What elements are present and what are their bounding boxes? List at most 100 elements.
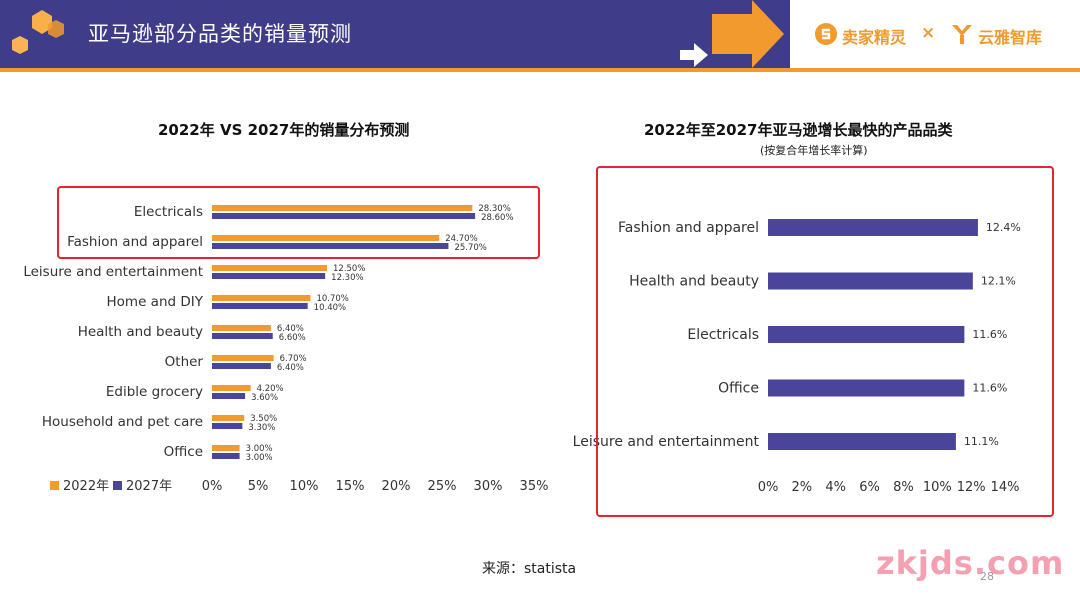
data-label-2022: 10.70% xyxy=(316,294,348,304)
data-label-2022: 4.20% xyxy=(257,384,284,394)
bar-2027 xyxy=(212,393,246,399)
legend-label-2027: 2027年 xyxy=(126,479,172,494)
data-label-2027: 12.30% xyxy=(331,273,363,283)
bar-2027 xyxy=(212,243,449,249)
category-label: Health and beauty xyxy=(78,324,203,340)
data-label-2027: 28.60% xyxy=(481,213,513,223)
data-label-2027: 10.40% xyxy=(314,303,346,313)
bar-2022 xyxy=(212,205,473,211)
arrow-right-icon xyxy=(712,0,784,68)
x-tick-label: 30% xyxy=(474,479,503,494)
bar-cagr xyxy=(768,326,965,343)
watermark: zkjds.com xyxy=(876,544,1065,582)
bar-2022 xyxy=(212,325,271,331)
data-label-2022: 6.40% xyxy=(277,324,304,334)
category-label: Leisure and entertainment xyxy=(23,264,203,280)
x-tick-label: 12% xyxy=(957,480,986,495)
hexagon-logo-icon xyxy=(12,10,64,54)
bar-2022 xyxy=(212,445,240,451)
bar-2027 xyxy=(212,363,271,369)
header-accent-line xyxy=(0,68,1080,72)
data-label-2022: 3.00% xyxy=(246,444,273,454)
data-label: 11.1% xyxy=(964,435,999,448)
data-label-2022: 12.50% xyxy=(333,264,365,274)
source-note: 来源：statista xyxy=(482,561,577,577)
legend-swatch-2027 xyxy=(113,481,122,490)
highlight-box-left xyxy=(57,186,540,259)
data-label: 12.1% xyxy=(981,275,1016,288)
x-tick-label: 14% xyxy=(991,480,1020,495)
category-label: Fashion and apparel xyxy=(618,220,759,236)
x-tick-label: 15% xyxy=(336,479,365,494)
data-label: 12.4% xyxy=(986,221,1021,234)
yunya-logo-icon xyxy=(952,25,972,44)
bar-cagr xyxy=(768,219,978,236)
data-label-2022: 6.70% xyxy=(280,354,307,364)
bar-2022 xyxy=(212,355,274,361)
x-tick-label: 2% xyxy=(792,480,813,495)
highlight-box-right xyxy=(596,166,1054,517)
data-label: 11.6% xyxy=(972,382,1007,395)
x-tick-label: 5% xyxy=(248,479,269,494)
right-chart-subtitle: (按复合年增长率计算) xyxy=(760,144,868,157)
category-label: Home and DIY xyxy=(107,294,204,310)
page-number: 28 xyxy=(980,570,994,583)
x-tick-label: 0% xyxy=(758,480,779,495)
bar-2022 xyxy=(212,235,440,241)
category-label: Edible grocery xyxy=(106,384,203,400)
data-label-2022: 24.70% xyxy=(445,234,477,244)
slide-header: 亚马逊部分品类的销量预测 卖家精灵 × 云雅智库 xyxy=(0,0,1080,72)
bar-2022 xyxy=(212,385,251,391)
bar-2027 xyxy=(212,453,240,459)
data-label-2022: 3.50% xyxy=(250,414,277,424)
brand-separator: × xyxy=(921,23,936,43)
bar-2027 xyxy=(212,303,308,309)
category-label: Fashion and apparel xyxy=(67,234,203,250)
bar-cagr xyxy=(768,379,965,397)
x-tick-label: 10% xyxy=(290,479,319,494)
bar-2027 xyxy=(212,333,273,339)
x-tick-label: 20% xyxy=(382,479,411,494)
x-tick-label: 35% xyxy=(520,479,549,494)
data-label-2027: 6.40% xyxy=(277,363,304,373)
left-chart-title: 2022年 VS 2027年的销量分布预测 xyxy=(158,121,410,139)
bar-2027 xyxy=(212,423,243,429)
x-tick-label: 4% xyxy=(825,480,846,495)
x-tick-label: 6% xyxy=(859,480,880,495)
bar-2022 xyxy=(212,265,327,271)
bar-2027 xyxy=(212,213,476,219)
category-label: Leisure and entertainment xyxy=(573,434,760,450)
category-label: Office xyxy=(718,381,759,397)
x-tick-label: 0% xyxy=(202,479,223,494)
brand-area xyxy=(790,0,1080,68)
brand-name-1: 卖家精灵 xyxy=(842,28,907,47)
data-label-2027: 3.30% xyxy=(248,423,275,433)
legend-label-2022: 2022年 xyxy=(63,479,109,494)
data-label-2027: 25.70% xyxy=(454,243,486,253)
x-tick-label: 10% xyxy=(923,480,952,495)
brand-name-2: 云雅智库 xyxy=(978,28,1043,47)
x-tick-label: 25% xyxy=(428,479,457,494)
small-arrow-right-icon xyxy=(680,43,708,67)
bar-2022 xyxy=(212,415,245,421)
category-label: Electricals xyxy=(687,327,759,343)
page-title: 亚马逊部分品类的销量预测 xyxy=(88,22,352,46)
data-label: 11.6% xyxy=(972,328,1007,341)
category-label: Office xyxy=(164,444,203,460)
category-label: Electricals xyxy=(134,204,203,220)
category-label: Household and pet care xyxy=(42,414,203,430)
x-tick-label: 8% xyxy=(893,480,914,495)
data-label-2027: 3.60% xyxy=(251,393,278,403)
bar-cagr xyxy=(768,433,956,450)
data-label-2027: 6.60% xyxy=(279,333,306,343)
category-label: Other xyxy=(165,354,204,370)
bar-2022 xyxy=(212,295,311,301)
data-label-2022: 28.30% xyxy=(478,204,510,214)
bar-cagr xyxy=(768,272,973,290)
right-chart-title: 2022年至2027年亚马逊增长最快的产品品类 xyxy=(644,121,953,139)
seller-sprite-logo-icon xyxy=(815,23,837,45)
category-label: Health and beauty xyxy=(629,274,759,290)
bar-2027 xyxy=(212,273,326,279)
legend-swatch-2022 xyxy=(50,481,59,490)
